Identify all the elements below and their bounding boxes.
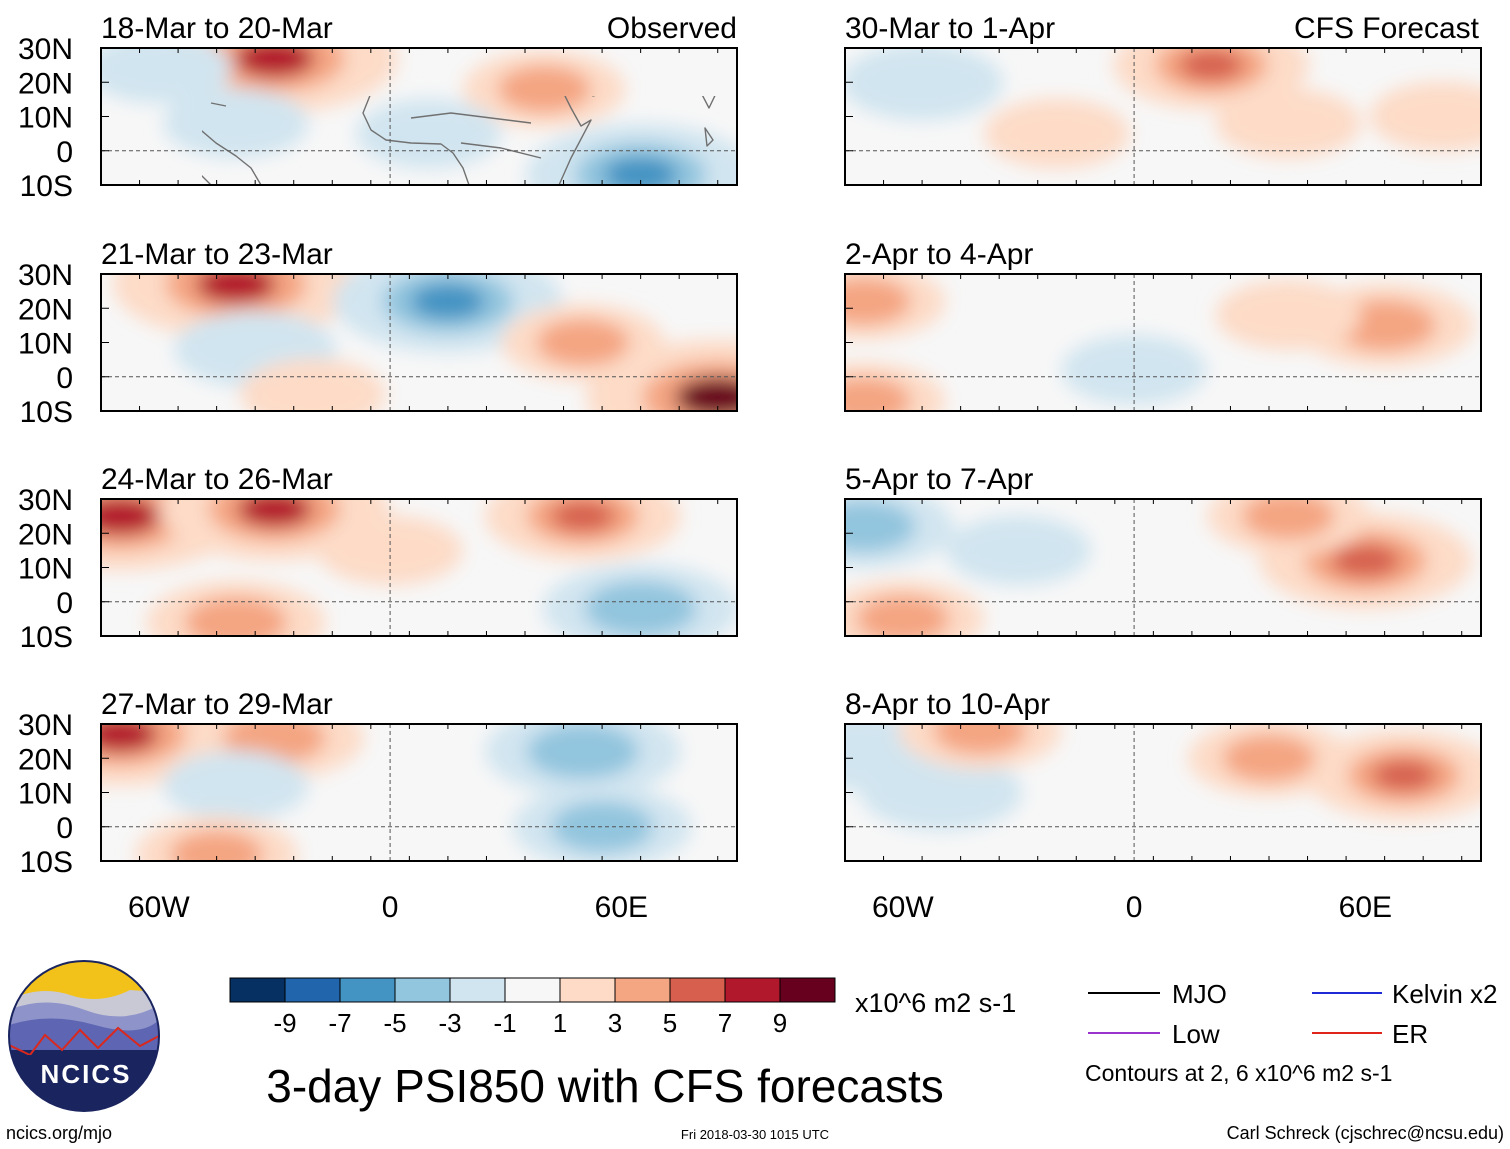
colorbar-tick-label: -5	[383, 1008, 406, 1038]
anomaly-field	[845, 274, 1475, 411]
footer-site: ncics.org/mjo	[6, 1123, 112, 1143]
latitude-label: 30N	[18, 709, 73, 742]
map-panel: 5-Apr to 7-Apr	[844, 463, 1482, 637]
colorbar-tick-label: 9	[773, 1008, 787, 1038]
map-panel: 30-Mar to 1-Apr	[844, 12, 1482, 186]
latitude-label: 0	[56, 136, 73, 169]
colorbar-tick-label: -1	[493, 1008, 516, 1038]
legend-note: Contours at 2, 6 x10^6 m2 s-1	[1085, 1060, 1392, 1086]
colorbar-unit: x10^6 m2 s-1	[855, 988, 1016, 1018]
latitude-label: 10S	[20, 621, 73, 654]
latitude-label: 30N	[18, 484, 73, 517]
colorbar-swatch	[394, 977, 451, 1003]
colorbar-tick-label: 5	[663, 1008, 677, 1038]
logo-text: NCICS	[41, 1059, 132, 1089]
colorbar-swatch	[559, 977, 616, 1003]
anomaly-field	[101, 724, 692, 861]
anomaly-field	[112, 274, 737, 411]
anomaly-field	[101, 499, 737, 636]
legend-label-mjo: MJO	[1172, 979, 1227, 1009]
colorbar-tick-label: 1	[553, 1008, 567, 1038]
latitude-label: 0	[56, 812, 73, 845]
longitude-label: 60E	[1339, 891, 1392, 924]
latitude-label: 10N	[18, 553, 73, 586]
legend-label-kelvin: Kelvin x2	[1392, 979, 1498, 1009]
colorbar-swatch	[724, 977, 781, 1003]
latitude-label: 10S	[20, 170, 73, 203]
colorbar-swatch	[614, 977, 671, 1003]
colorbar-tick-label: -3	[438, 1008, 461, 1038]
latitude-label: 10S	[20, 846, 73, 879]
legend-label-low: Low	[1172, 1019, 1220, 1049]
column-title-observed: Observed	[607, 12, 737, 45]
colorbar-tick-label: -9	[273, 1008, 296, 1038]
colorbar-tick-label: 7	[718, 1008, 732, 1038]
colorbar-tick-label: 3	[608, 1008, 622, 1038]
panel-date-label: 27-Mar to 29-Mar	[101, 688, 333, 721]
panel-date-label: 5-Apr to 7-Apr	[845, 463, 1033, 496]
latitude-label: 10N	[18, 778, 73, 811]
panel-date-label: 18-Mar to 20-Mar	[101, 12, 333, 45]
ncics-logo: NCICS	[8, 960, 160, 1112]
latitude-label: 0	[56, 362, 73, 395]
colorbar-swatch	[339, 977, 396, 1003]
column-title-forecast: CFS Forecast	[1294, 12, 1480, 45]
latitude-label: 10N	[18, 328, 73, 361]
panel-date-label: 2-Apr to 4-Apr	[845, 238, 1033, 271]
latitude-label: 20N	[18, 293, 73, 326]
latitude-label: 20N	[18, 67, 73, 100]
latitude-label: 0	[56, 587, 73, 620]
map-panel: 2-Apr to 4-Apr	[844, 238, 1482, 412]
longitude-label: 60E	[595, 891, 648, 924]
panel-date-label: 24-Mar to 26-Mar	[101, 463, 333, 496]
main-title: 3-day PSI850 with CFS forecasts	[266, 1060, 944, 1112]
longitude-axis-labels: 60W 0 60E 60W 0 60E	[128, 891, 1392, 924]
latitude-label: 10N	[18, 102, 73, 135]
footer-timestamp: Fri 2018-03-30 1015 UTC	[681, 1127, 829, 1142]
legend-label-er: ER	[1392, 1019, 1428, 1049]
panel-date-label: 21-Mar to 23-Mar	[101, 238, 333, 271]
latitude-label: 10S	[20, 396, 73, 429]
colorbar-swatch	[669, 977, 726, 1003]
longitude-label: 0	[1126, 891, 1143, 924]
anomaly-field	[845, 48, 1481, 169]
colorbar-swatch	[229, 977, 286, 1003]
colorbar: -9 -7 -5 -3 -1 1 3 5 7 9 x10^6 m2 s-1	[229, 977, 1016, 1038]
longitude-label: 60W	[872, 891, 934, 924]
panel-date-label: 30-Mar to 1-Apr	[845, 12, 1055, 45]
longitude-label: 0	[382, 891, 399, 924]
colorbar-swatch	[504, 977, 561, 1003]
colorbar-swatch	[449, 977, 506, 1003]
colorbar-tick-label: -7	[328, 1008, 351, 1038]
colorbar-swatch	[779, 977, 836, 1003]
map-panel: 8-Apr to 10-Apr	[844, 688, 1482, 862]
latitude-label: 20N	[18, 743, 73, 776]
latitude-label: 30N	[18, 259, 73, 292]
anomaly-field	[845, 499, 1472, 636]
latitude-label: 30N	[18, 33, 73, 66]
contour-legend: MJO Kelvin x2 Low ER Contours at 2, 6 x1…	[1085, 979, 1498, 1086]
longitude-label: 60W	[128, 891, 190, 924]
colorbar-swatch	[284, 977, 341, 1003]
anomaly-field	[845, 724, 1481, 831]
latitude-label: 20N	[18, 518, 73, 551]
panel-date-label: 8-Apr to 10-Apr	[845, 688, 1050, 721]
footer-credit: Carl Schreck (cjschrec@ncsu.edu)	[1227, 1123, 1504, 1143]
